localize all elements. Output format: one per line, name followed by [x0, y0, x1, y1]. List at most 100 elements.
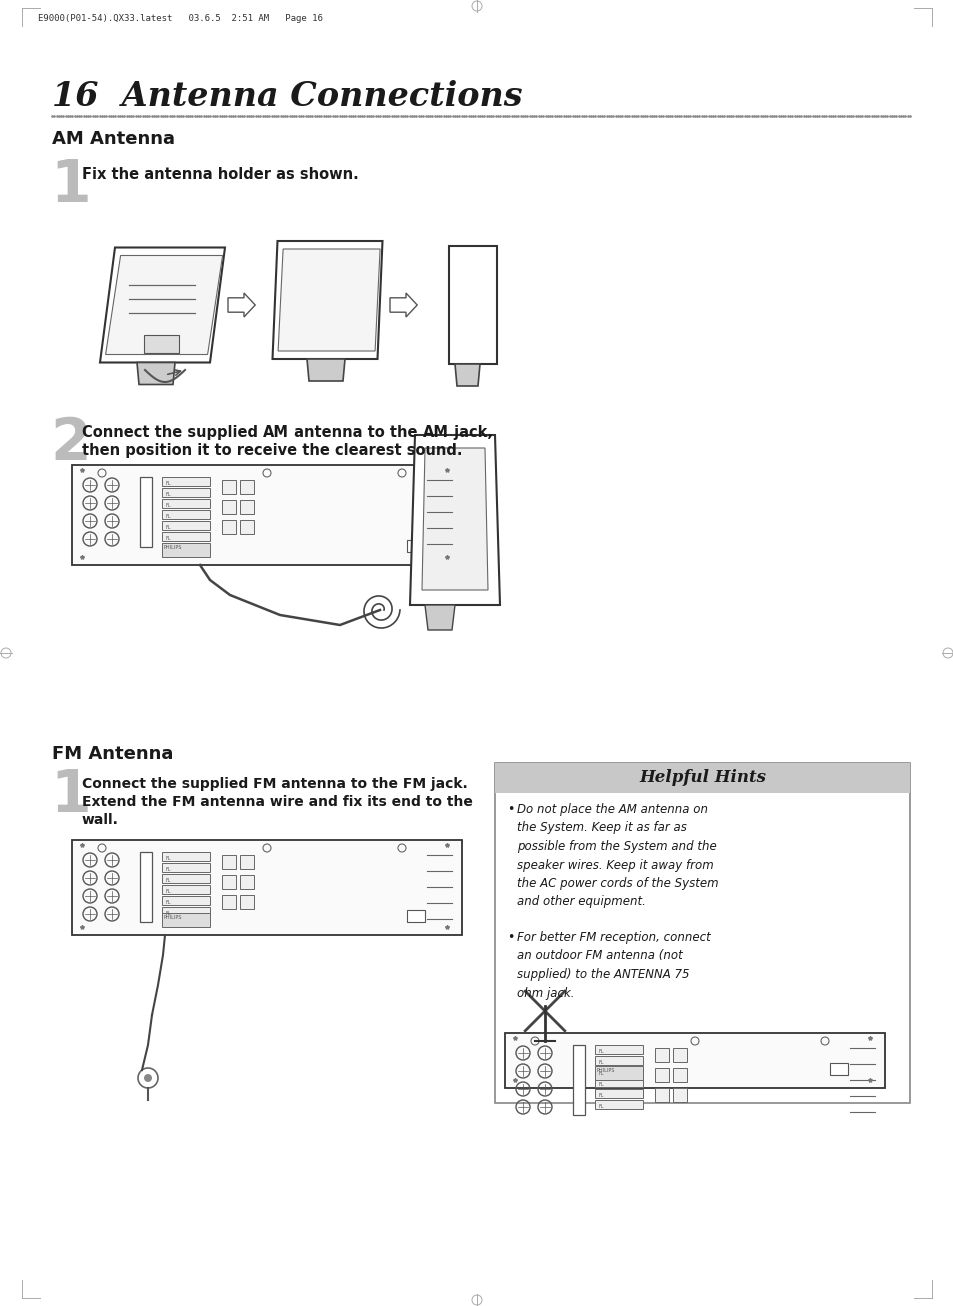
Text: FL: FL [598, 1049, 604, 1054]
Text: FL: FL [166, 492, 172, 498]
Polygon shape [448, 246, 497, 364]
Polygon shape [137, 363, 174, 384]
Bar [595, 1067, 642, 1076]
Text: Helpful Hints: Helpful Hints [639, 769, 765, 786]
Text: •: • [506, 931, 514, 944]
Bar [240, 895, 253, 909]
Bar [240, 875, 253, 889]
Bar [162, 885, 210, 895]
Text: PHILIPS: PHILIPS [597, 1068, 615, 1074]
Polygon shape [307, 359, 345, 381]
Text: FL: FL [598, 1081, 604, 1087]
Bar [595, 1057, 642, 1064]
Text: FL: FL [166, 867, 172, 872]
Bar [162, 913, 210, 927]
Text: FL: FL [598, 1093, 604, 1098]
Text: Connect the supplied FM antenna to the FM jack.: Connect the supplied FM antenna to the F… [82, 777, 467, 791]
Text: FL: FL [166, 515, 172, 518]
Bar [573, 1045, 584, 1115]
Circle shape [144, 1074, 152, 1081]
Bar [162, 863, 210, 872]
Bar [222, 520, 235, 534]
Text: Do not place the AM antenna on
the System. Keep it as far as
possible from the S: Do not place the AM antenna on the Syste… [517, 803, 718, 909]
Text: FL: FL [166, 535, 172, 541]
Text: FL: FL [166, 525, 172, 530]
Bar [595, 1077, 642, 1087]
Polygon shape [424, 605, 455, 629]
Bar [71, 840, 461, 935]
Text: FM Antenna: FM Antenna [52, 744, 173, 763]
Text: AM: AM [263, 424, 289, 440]
Text: FL: FL [166, 889, 172, 895]
Bar [407, 539, 424, 552]
Bar [162, 532, 210, 541]
Polygon shape [410, 435, 499, 605]
Text: FL: FL [166, 878, 172, 883]
Bar [495, 763, 909, 1104]
Bar [162, 499, 210, 508]
Text: jack,: jack, [448, 424, 493, 440]
Bar [595, 1089, 642, 1098]
Bar [829, 1063, 847, 1075]
Text: Fix the antenna holder as shown.: Fix the antenna holder as shown. [82, 167, 358, 182]
Bar [222, 481, 235, 494]
Bar [162, 477, 210, 486]
Text: FL: FL [598, 1060, 604, 1064]
Bar [240, 855, 253, 868]
Text: Extend the FM antenna wire and fix its end to the: Extend the FM antenna wire and fix its e… [82, 795, 473, 808]
Bar [407, 910, 424, 922]
Text: 16  Antenna Connections: 16 Antenna Connections [52, 80, 522, 114]
Text: antenna to the: antenna to the [289, 424, 422, 440]
Text: FL: FL [598, 1104, 604, 1109]
Text: •: • [506, 803, 514, 816]
Bar [595, 1100, 642, 1109]
Text: PHILIPS: PHILIPS [164, 545, 182, 550]
Bar [240, 481, 253, 494]
Bar [222, 875, 235, 889]
Polygon shape [390, 293, 416, 317]
Bar [162, 874, 210, 883]
Bar [655, 1088, 668, 1102]
Bar [162, 521, 210, 530]
Bar [672, 1068, 686, 1081]
Bar [144, 334, 179, 353]
Bar [71, 465, 461, 565]
Bar [672, 1047, 686, 1062]
Text: FL: FL [166, 912, 172, 916]
Bar [162, 511, 210, 518]
Text: FL: FL [598, 1071, 604, 1076]
Text: FL: FL [166, 481, 172, 486]
Polygon shape [455, 364, 479, 387]
Polygon shape [106, 256, 222, 354]
Polygon shape [278, 249, 379, 351]
Text: 1: 1 [50, 767, 91, 824]
Bar [595, 1066, 642, 1080]
Text: 2: 2 [50, 415, 91, 471]
Bar [222, 500, 235, 515]
Text: AM: AM [422, 424, 448, 440]
Polygon shape [228, 293, 255, 317]
Text: wall.: wall. [82, 814, 119, 827]
Bar [495, 763, 909, 793]
Text: PHILIPS: PHILIPS [164, 916, 182, 919]
Text: AM Antenna: AM Antenna [52, 131, 174, 148]
Bar [162, 906, 210, 916]
Text: FL: FL [166, 900, 172, 905]
Bar [140, 477, 152, 547]
Bar [240, 520, 253, 534]
Bar [222, 855, 235, 868]
Polygon shape [273, 242, 382, 359]
Bar [222, 895, 235, 909]
Bar [595, 1045, 642, 1054]
Bar [240, 500, 253, 515]
Text: For better FM reception, connect
an outdoor FM antenna (not
supplied) to the ANT: For better FM reception, connect an outd… [517, 931, 710, 999]
Text: then position it to receive the clearest sound.: then position it to receive the clearest… [82, 443, 462, 458]
Bar [162, 852, 210, 861]
Bar [162, 896, 210, 905]
Bar [504, 1033, 884, 1088]
Polygon shape [100, 248, 225, 363]
Bar [655, 1068, 668, 1081]
Bar [162, 543, 210, 556]
Text: E9000(P01-54).QX33.latest   03.6.5  2:51 AM   Page 16: E9000(P01-54).QX33.latest 03.6.5 2:51 AM… [38, 14, 322, 24]
Text: Connect the supplied: Connect the supplied [82, 424, 263, 440]
